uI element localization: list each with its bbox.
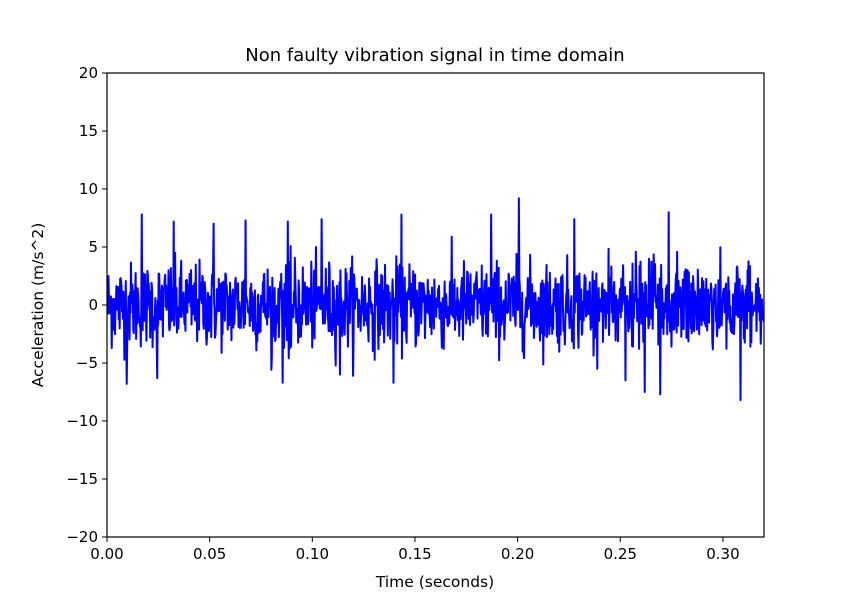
x-tick-label: 0.00 bbox=[90, 545, 123, 563]
y-tick-label: 20 bbox=[79, 64, 98, 82]
y-axis-label: Acceleration (m/s^2) bbox=[29, 223, 47, 388]
x-tick-label: 0.25 bbox=[604, 545, 637, 563]
x-tick-label: 0.05 bbox=[193, 545, 226, 563]
y-axis: 20 15 10 5 0 −5 −10 −15 −20 bbox=[66, 64, 107, 546]
y-tick-label: 10 bbox=[79, 180, 98, 198]
y-tick-label: −5 bbox=[76, 354, 98, 372]
x-tick-label: 0.30 bbox=[706, 545, 739, 563]
x-tick-label: 0.20 bbox=[501, 545, 534, 563]
y-tick-label: 15 bbox=[79, 122, 98, 140]
y-tick-label: 0 bbox=[88, 296, 98, 314]
y-tick-label: −10 bbox=[66, 412, 98, 430]
y-tick-label: −20 bbox=[66, 528, 98, 546]
x-tick-label: 0.15 bbox=[398, 545, 431, 563]
y-tick-label: −15 bbox=[66, 470, 98, 488]
y-tick-label: 5 bbox=[88, 238, 98, 256]
series-layer bbox=[107, 197, 764, 402]
chart-title: Non faulty vibration signal in time doma… bbox=[245, 45, 624, 66]
series-line bbox=[107, 197, 764, 402]
x-axis-label: Time (seconds) bbox=[375, 573, 494, 591]
x-tick-label: 0.10 bbox=[296, 545, 329, 563]
x-axis: 0.00 0.05 0.10 0.15 0.20 0.25 0.30 bbox=[90, 537, 740, 563]
